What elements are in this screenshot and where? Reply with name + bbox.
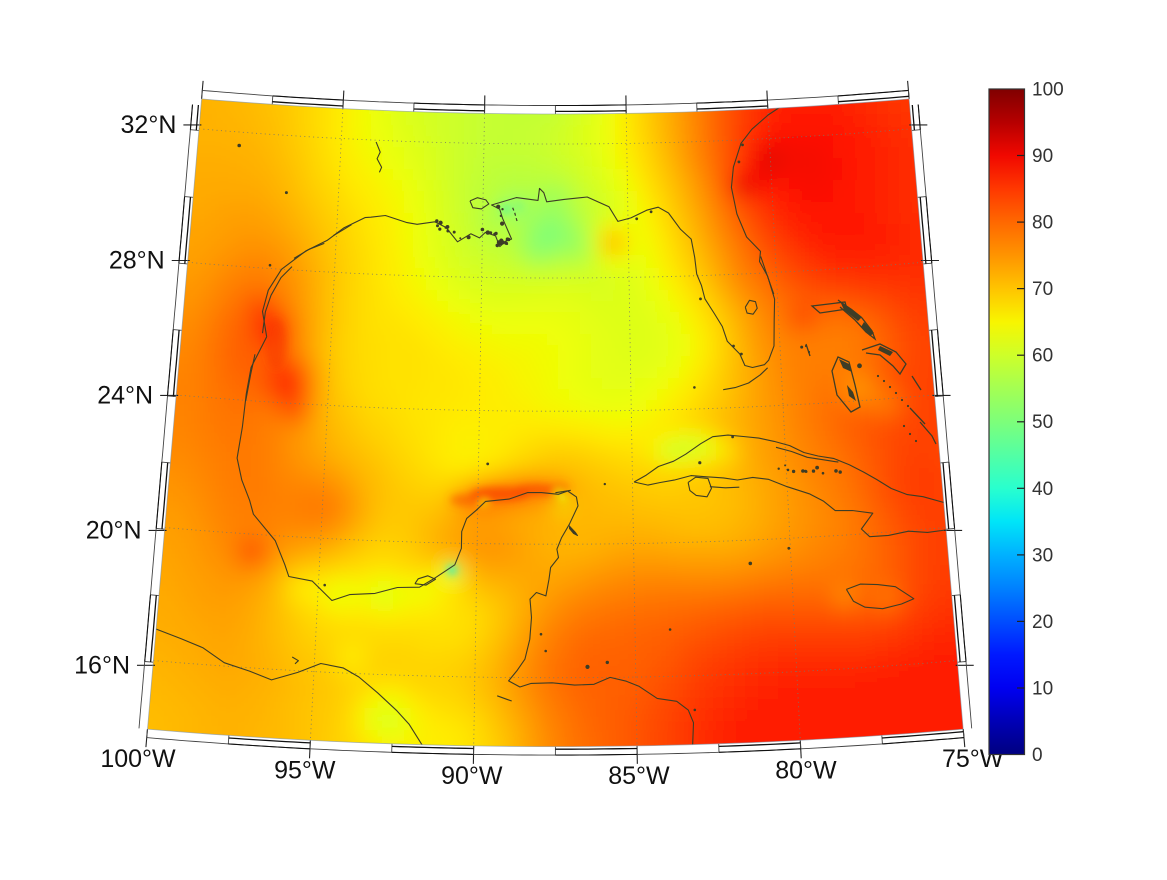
svg-text:50: 50 xyxy=(1032,412,1053,433)
svg-text:60: 60 xyxy=(1032,346,1053,367)
svg-text:90: 90 xyxy=(1032,146,1053,167)
svg-text:16°N: 16°N xyxy=(74,651,130,679)
svg-text:70: 70 xyxy=(1032,279,1053,300)
svg-text:100°W: 100°W xyxy=(100,745,176,773)
svg-text:20°N: 20°N xyxy=(86,516,142,544)
svg-text:20: 20 xyxy=(1032,612,1053,633)
svg-text:40: 40 xyxy=(1032,479,1053,500)
svg-text:85°W: 85°W xyxy=(608,762,670,790)
svg-text:100: 100 xyxy=(1032,80,1064,101)
svg-text:0: 0 xyxy=(1032,745,1043,766)
svg-text:95°W: 95°W xyxy=(274,756,336,784)
svg-text:90°W: 90°W xyxy=(441,762,503,790)
svg-text:10: 10 xyxy=(1032,679,1053,700)
svg-text:28°N: 28°N xyxy=(109,247,165,275)
svg-text:80: 80 xyxy=(1032,213,1053,234)
svg-text:24°N: 24°N xyxy=(97,381,153,409)
svg-text:32°N: 32°N xyxy=(121,111,177,139)
svg-text:80°W: 80°W xyxy=(775,756,837,784)
svg-text:30: 30 xyxy=(1032,545,1053,566)
